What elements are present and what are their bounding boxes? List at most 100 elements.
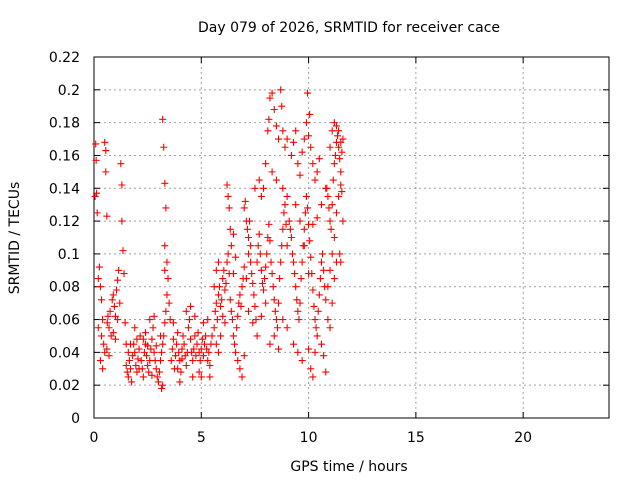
data-point: [271, 307, 279, 315]
data-point: [246, 217, 254, 225]
data-point: [270, 296, 278, 304]
data-point: [180, 340, 188, 348]
data-point: [161, 266, 169, 274]
y-tick-label: 0.14: [49, 181, 80, 197]
data-point: [263, 250, 271, 258]
data-point: [106, 307, 114, 315]
data-point: [135, 365, 143, 373]
data-point: [316, 275, 324, 283]
data-point: [298, 258, 306, 266]
data-point: [222, 279, 230, 287]
data-point: [103, 319, 111, 327]
data-point: [100, 340, 108, 348]
data-point: [328, 127, 336, 135]
data-point: [126, 340, 134, 348]
data-point: [163, 258, 171, 266]
data-point: [152, 365, 160, 373]
y-tick-label: 0.2: [58, 83, 80, 99]
data-point: [320, 352, 328, 360]
data-point: [229, 332, 237, 340]
data-point: [240, 352, 248, 360]
data-point: [327, 225, 335, 233]
data-point: [329, 176, 337, 184]
data-point: [194, 329, 202, 337]
data-point: [185, 316, 193, 324]
data-point: [211, 307, 219, 315]
data-point: [279, 184, 287, 192]
data-point: [121, 319, 129, 327]
data-point: [285, 217, 293, 225]
data-point: [173, 340, 181, 348]
data-point: [304, 89, 312, 97]
data-point: [131, 324, 139, 332]
data-point: [233, 324, 241, 332]
data-point: [260, 184, 268, 192]
data-point: [334, 132, 342, 140]
data-point: [150, 312, 158, 320]
data-point: [330, 275, 338, 283]
data-point: [278, 102, 286, 110]
data-point: [139, 373, 147, 381]
data-point: [132, 361, 140, 369]
data-point: [326, 324, 334, 332]
data-point: [212, 266, 220, 274]
data-point: [240, 204, 248, 212]
data-point: [133, 335, 141, 343]
data-point: [178, 355, 186, 363]
data-point: [283, 242, 291, 250]
data-point: [182, 361, 190, 369]
data-point: [116, 299, 124, 307]
data-point: [262, 160, 270, 168]
data-point: [326, 143, 334, 151]
data-point: [177, 368, 185, 376]
data-point: [119, 247, 127, 255]
data-point: [195, 368, 203, 376]
x-tick-label: 0: [90, 430, 99, 446]
data-point: [313, 332, 321, 340]
data-point: [332, 122, 340, 130]
data-point: [310, 302, 318, 310]
data-point: [155, 368, 163, 376]
data-point: [210, 283, 218, 291]
data-point: [142, 329, 149, 337]
data-point: [143, 352, 151, 360]
x-axis-label: GPS time / hours: [290, 459, 407, 475]
data-point: [283, 192, 291, 200]
data-point: [219, 312, 227, 320]
data-point: [236, 365, 244, 373]
data-point: [295, 316, 303, 324]
data-point: [99, 365, 107, 373]
data-point: [255, 176, 263, 184]
data-point: [279, 225, 287, 233]
data-point: [290, 258, 298, 266]
data-point: [128, 378, 136, 386]
data-point: [218, 296, 226, 304]
data-point: [300, 242, 308, 250]
data-point: [273, 324, 281, 332]
data-point: [249, 279, 257, 287]
data-point: [322, 296, 330, 304]
data-point: [249, 319, 257, 327]
data-point: [243, 225, 251, 233]
data-point: [306, 110, 314, 118]
data-point: [94, 324, 102, 332]
data-point: [264, 127, 272, 135]
data-point: [182, 307, 190, 315]
data-point: [103, 345, 111, 353]
y-tick-label: 0: [71, 411, 80, 427]
data-point: [163, 291, 171, 299]
data-point: [298, 357, 306, 365]
data-point: [275, 345, 283, 353]
data-point: [282, 220, 290, 228]
data-point: [319, 250, 327, 258]
data-point: [205, 348, 213, 356]
data-point: [253, 258, 261, 266]
data-point: [279, 316, 287, 324]
x-tick-label: 10: [300, 430, 318, 446]
data-point: [335, 192, 343, 200]
data-point: [166, 316, 174, 324]
data-point: [337, 258, 345, 266]
data-point: [159, 115, 167, 123]
data-point: [94, 275, 102, 283]
data-point: [174, 365, 182, 373]
